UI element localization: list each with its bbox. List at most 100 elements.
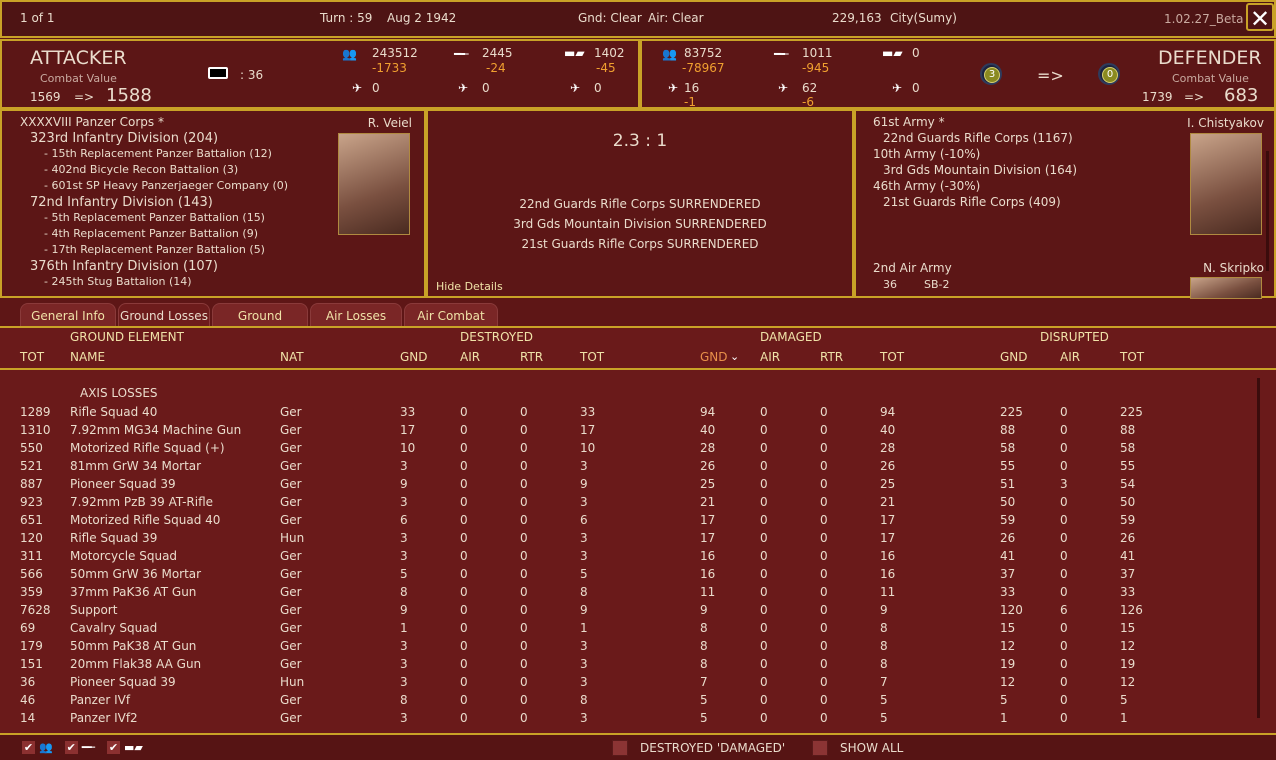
column-header-gnd[interactable]: GND (700, 350, 728, 364)
element-name[interactable]: Motorized Rifle Squad 40 (70, 513, 221, 527)
element-name[interactable]: 50mm PaK38 AT Gun (70, 639, 197, 653)
column-header-tot[interactable]: TOT (580, 350, 605, 364)
tab-ground-losses[interactable]: Ground Losses (118, 303, 210, 327)
unit-line[interactable]: 376th Infantry Division (107) (30, 259, 218, 274)
scrollbar[interactable] (1266, 151, 1269, 271)
destroyed-damaged-checkbox[interactable] (612, 740, 628, 756)
sort-descending-icon[interactable]: ⌄ (730, 350, 740, 363)
column-header-gnd[interactable]: GND (400, 350, 428, 364)
unit-line[interactable]: 46th Army (-30%) (873, 179, 981, 193)
table-cell: 923 (20, 495, 43, 509)
unit-line[interactable]: - 245th Stug Battalion (14) (44, 275, 192, 288)
table-cell: 9 (580, 477, 588, 491)
column-header-nat[interactable]: NAT (280, 350, 304, 364)
close-button[interactable]: ✕ (1246, 3, 1274, 33)
attacker-fort-value: : 36 (240, 68, 264, 82)
air-leader-portrait[interactable] (1190, 277, 1262, 299)
table-cell: 0 (820, 675, 828, 689)
element-name[interactable]: 7.92mm MG34 Machine Gun (70, 423, 242, 437)
filter-checkbox[interactable]: ✔ (64, 741, 78, 754)
show-all-checkbox[interactable] (812, 740, 828, 756)
unit-line[interactable]: - 17th Replacement Panzer Battalion (5) (44, 243, 265, 256)
tank-icon: ▬▰ (123, 741, 143, 754)
filter-infantry[interactable]: ✔ 👥 (22, 740, 53, 754)
filter-tank[interactable]: ✔ ▬▰ (106, 740, 143, 754)
element-name[interactable]: Motorized Rifle Squad (+) (70, 441, 225, 455)
table-cell: 15 (1120, 621, 1136, 635)
table-cell: 25 (700, 477, 716, 491)
table-cell: 0 (1060, 459, 1068, 473)
table-cell: 33 (1000, 585, 1016, 599)
footer-bar: ✔ 👥 ✔ ━╾ ✔ ▬▰ DESTROYED 'DAMAGED' SHOW ALL (0, 735, 1276, 760)
unit-line[interactable]: - 601st SP Heavy Panzerjaeger Company (0… (44, 179, 289, 192)
unit-line[interactable]: - 402nd Bicycle Recon Battalion (3) (44, 163, 239, 176)
table-scrollbar[interactable] (1257, 378, 1260, 718)
column-header-gnd[interactable]: GND (1000, 350, 1028, 364)
air-leader-name[interactable]: N. Skripko (1203, 261, 1264, 275)
column-header-air[interactable]: AIR (460, 350, 481, 364)
table-cell: 17 (880, 531, 896, 545)
unit-line[interactable]: 10th Army (-10%) (873, 147, 981, 161)
table-cell: 25 (880, 477, 896, 491)
unit-line[interactable]: - 5th Replacement Panzer Battalion (15) (44, 211, 265, 224)
attacker-leader-portrait[interactable] (338, 133, 410, 235)
column-header-name[interactable]: NAME (70, 350, 106, 364)
element-name[interactable]: 50mm GrW 36 Mortar (70, 567, 202, 581)
column-header-rtr[interactable]: RTR (820, 350, 844, 364)
table-cell: 8 (580, 585, 588, 599)
header-divider (0, 368, 1276, 370)
unit-line[interactable]: - 15th Replacement Panzer Battalion (12) (44, 147, 272, 160)
gun-icon: ━╾ (774, 47, 789, 61)
element-name[interactable]: 37mm PaK36 AT Gun (70, 585, 197, 599)
defender-leader-portrait[interactable] (1190, 133, 1262, 235)
element-name[interactable]: Pioneer Squad 39 (70, 675, 176, 689)
table-cell: 5 (580, 567, 588, 581)
result-message: 3rd Gds Mountain Division SURRENDERED (513, 217, 767, 231)
element-name[interactable]: Motorcycle Squad (70, 549, 178, 563)
unit-line[interactable]: XXXXVIII Panzer Corps * (20, 115, 164, 129)
table-cell: Ger (280, 477, 302, 491)
unit-line[interactable]: 61st Army * (873, 115, 945, 129)
tab-general-info[interactable]: General Info (20, 303, 116, 327)
filter-checkbox[interactable]: ✔ (22, 741, 35, 754)
table-cell: 0 (1060, 711, 1068, 725)
table-cell: 6 (1060, 603, 1068, 617)
column-header-tot[interactable]: TOT (1120, 350, 1145, 364)
unit-line[interactable]: - 4th Replacement Panzer Battalion (9) (44, 227, 258, 240)
tab-ground-combat[interactable]: Ground Combat (212, 303, 308, 347)
table-cell: 0 (460, 549, 468, 563)
unit-line[interactable]: 323rd Infantry Division (204) (30, 131, 219, 146)
element-name[interactable]: Pioneer Squad 39 (70, 477, 176, 491)
element-name[interactable]: Rifle Squad 39 (70, 531, 158, 545)
element-name[interactable]: Rifle Squad 40 (70, 405, 158, 419)
element-name[interactable]: Cavalry Squad (70, 621, 158, 635)
unit-line[interactable]: 72nd Infantry Division (143) (30, 195, 213, 210)
defender-title: DEFENDER (1158, 47, 1262, 69)
element-name[interactable]: Panzer IVf2 (70, 711, 138, 725)
unit-line[interactable]: 21st Guards Rifle Corps (409) (883, 195, 1061, 209)
column-header-rtr[interactable]: RTR (520, 350, 544, 364)
table-cell: 5 (1000, 693, 1008, 707)
element-name[interactable]: 81mm GrW 34 Mortar (70, 459, 202, 473)
element-name[interactable]: 7.92mm PzB 39 AT-Rifle (70, 495, 214, 509)
element-name[interactable]: 20mm Flak38 AA Gun (70, 657, 202, 671)
filter-gun[interactable]: ✔ ━╾ (64, 740, 95, 754)
column-header-air[interactable]: AIR (1060, 350, 1081, 364)
tab-air-combat[interactable]: Air Combat (404, 303, 498, 327)
table-cell: 0 (460, 567, 468, 581)
element-name[interactable]: Support (70, 603, 118, 617)
table-cell: 0 (520, 621, 528, 635)
column-header-tot[interactable]: TOT (880, 350, 905, 364)
defender-leader-name[interactable]: I. Chistyakov (1187, 116, 1264, 130)
filter-checkbox[interactable]: ✔ (106, 741, 120, 754)
hide-details-link[interactable]: Hide Details (436, 280, 503, 293)
element-name[interactable]: Panzer IVf (70, 693, 131, 707)
tab-air-losses[interactable]: Air Losses (310, 303, 402, 327)
attacker-leader-name[interactable]: R. Veiel (367, 116, 412, 130)
unit-line[interactable]: 22nd Guards Rifle Corps (1167) (883, 131, 1073, 145)
table-cell: 0 (760, 675, 768, 689)
table-cell: 17 (700, 531, 716, 545)
column-header-tot[interactable]: TOT (20, 350, 45, 364)
unit-line[interactable]: 3rd Gds Mountain Division (164) (883, 163, 1078, 177)
column-header-air[interactable]: AIR (760, 350, 781, 364)
